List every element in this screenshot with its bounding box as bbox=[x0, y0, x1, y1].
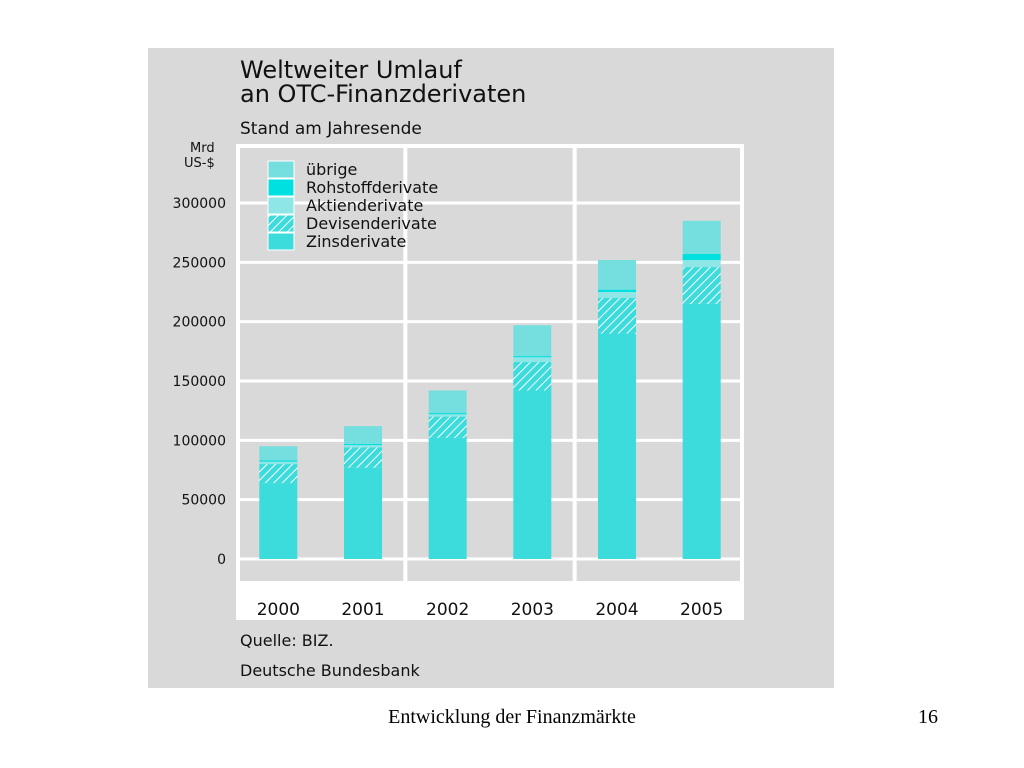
bars bbox=[259, 220, 721, 559]
legend-swatch-rohstoffderivate bbox=[267, 178, 295, 197]
legend-label-uebrige: übrige bbox=[306, 160, 357, 179]
bar-segment-devisenderivate bbox=[259, 464, 298, 484]
chart-panel: Weltweiter Umlauf an OTC-Finanzderivaten… bbox=[148, 48, 834, 688]
bar-segment-rohstoffderivate bbox=[682, 254, 721, 260]
bar-segment-rohstoffderivate bbox=[513, 356, 552, 358]
bar-segment-zinsderivate bbox=[428, 437, 467, 559]
stacked-bar-chart: Weltweiter Umlauf an OTC-Finanzderivaten… bbox=[173, 56, 744, 680]
legend-label-devisenderivate: Devisenderivate bbox=[306, 214, 437, 233]
bar-2001 bbox=[344, 426, 382, 559]
publisher-label: Deutsche Bundesbank bbox=[240, 661, 420, 680]
y-tick-label: 100000 bbox=[173, 433, 226, 449]
bar-2004 bbox=[598, 259, 636, 559]
bar-segment-rohstoffderivate bbox=[428, 413, 467, 415]
bar-segment-devisenderivate bbox=[344, 447, 382, 468]
x-tick-label: 2001 bbox=[341, 600, 384, 620]
bar-segment-uebrige bbox=[682, 220, 721, 255]
chart-subtitle: Stand am Jahresende bbox=[240, 119, 422, 139]
slide-footer-title: Entwicklung der Finanzmärkte bbox=[388, 706, 636, 728]
bar-segment-uebrige bbox=[598, 259, 636, 290]
x-tick-label: 2003 bbox=[511, 600, 554, 620]
bar-segment-aktienderivate bbox=[428, 414, 467, 417]
bar-segment-uebrige bbox=[259, 446, 298, 461]
y-tick-label: 200000 bbox=[173, 315, 226, 331]
legend-swatch-aktienderivate bbox=[267, 196, 295, 215]
plot-inner bbox=[240, 148, 740, 581]
legend-swatch-zinsderivate bbox=[267, 232, 295, 251]
bar-segment-zinsderivate bbox=[598, 333, 636, 559]
bar-segment-zinsderivate bbox=[259, 483, 298, 559]
legend-label-zinsderivate: Zinsderivate bbox=[306, 232, 406, 251]
bar-2003 bbox=[513, 325, 552, 559]
legend-label-rohstoffderivate: Rohstoffderivate bbox=[306, 178, 438, 197]
legend-swatch-devisenderivate bbox=[267, 214, 295, 233]
bar-segment-uebrige bbox=[428, 390, 467, 414]
y-tick-label: 150000 bbox=[173, 374, 226, 390]
bar-segment-uebrige bbox=[513, 325, 552, 357]
bar-segment-uebrige bbox=[344, 426, 382, 444]
bar-2002 bbox=[428, 390, 467, 559]
bar-segment-devisenderivate bbox=[428, 416, 467, 438]
y-tick-label: 0 bbox=[217, 552, 226, 568]
y-tick-label: 50000 bbox=[181, 493, 226, 509]
bar-segment-devisenderivate bbox=[598, 297, 636, 334]
x-tick-label: 2000 bbox=[257, 600, 300, 620]
bar-segment-aktienderivate bbox=[259, 461, 298, 465]
y-tick-label: 250000 bbox=[173, 255, 226, 271]
x-tick-label: 2004 bbox=[595, 600, 638, 620]
x-tick-label: 2002 bbox=[426, 600, 469, 620]
slide-page-number: 16 bbox=[918, 706, 938, 728]
chart-title-line1: Weltweiter Umlauf bbox=[240, 56, 462, 84]
unit-label-line2: US-$ bbox=[184, 156, 215, 171]
bar-segment-rohstoffderivate bbox=[598, 289, 636, 292]
y-axis-ticks: 0 50000 100000 150000 200000 250000 300000 bbox=[173, 196, 226, 568]
bar-segment-aktienderivate bbox=[344, 445, 382, 448]
legend-swatch-uebrige bbox=[267, 160, 295, 179]
bar-segment-zinsderivate bbox=[682, 303, 721, 559]
bar-segment-devisenderivate bbox=[682, 267, 721, 304]
grid-lines bbox=[236, 144, 744, 618]
bar-segment-rohstoffderivate bbox=[259, 460, 298, 462]
bar-segment-zinsderivate bbox=[513, 390, 552, 559]
bar-segment-aktienderivate bbox=[682, 259, 721, 268]
bar-2005 bbox=[682, 220, 721, 559]
x-tick-label: 2005 bbox=[680, 600, 723, 620]
bar-segment-aktienderivate bbox=[598, 292, 636, 298]
bar-segment-zinsderivate bbox=[344, 467, 382, 559]
bar-segment-aktienderivate bbox=[513, 357, 552, 363]
x-axis-labels: 2000 2001 2002 2003 2004 2005 bbox=[257, 600, 724, 620]
legend-label-aktienderivate: Aktienderivate bbox=[306, 196, 423, 215]
y-tick-label: 300000 bbox=[173, 196, 226, 212]
legend: übrigeRohstoffderivateAktienderivateDevi… bbox=[267, 160, 438, 251]
bar-2000 bbox=[259, 446, 298, 559]
source-label: Quelle: BIZ. bbox=[240, 631, 334, 650]
bar-segment-rohstoffderivate bbox=[344, 443, 382, 446]
unit-label-line1: Mrd bbox=[190, 141, 215, 156]
bar-segment-devisenderivate bbox=[513, 362, 552, 391]
chart-title-line2: an OTC-Finanzderivaten bbox=[240, 80, 526, 108]
